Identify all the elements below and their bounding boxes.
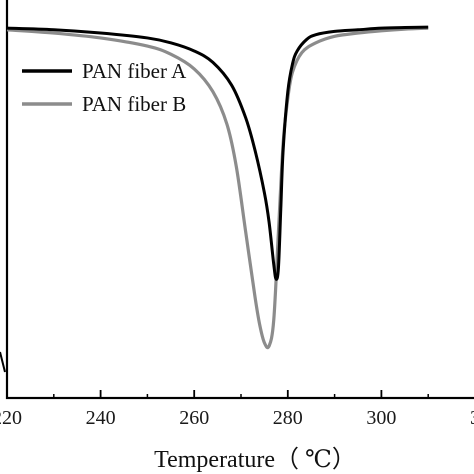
- series-line-pan-fiber-a: [6, 25, 429, 281]
- x-tick-label: 280: [273, 407, 303, 429]
- x-ticks: 220 240 260 280 300 3: [0, 351, 474, 429]
- x-tick-label: 300: [366, 407, 396, 429]
- series-layer: [6, 25, 429, 350]
- series-line-pan-fiber-b: [6, 26, 429, 350]
- y-axis-edge-mark: [0, 351, 6, 373]
- plot-area-border: [5, 0, 474, 400]
- x-tick-label: 260: [179, 407, 209, 429]
- x-tick-label: 3: [470, 407, 474, 429]
- x-tick-label: 220: [0, 407, 22, 429]
- legend-label-pan-fiber-a: PAN fiber A: [82, 59, 187, 83]
- legend-label-pan-fiber-b: PAN fiber B: [82, 92, 186, 116]
- legend: PAN fiber A PAN fiber B: [22, 59, 187, 116]
- x-tick-label: 240: [86, 407, 116, 429]
- x-axis-title: Temperature（ ℃）: [154, 447, 356, 473]
